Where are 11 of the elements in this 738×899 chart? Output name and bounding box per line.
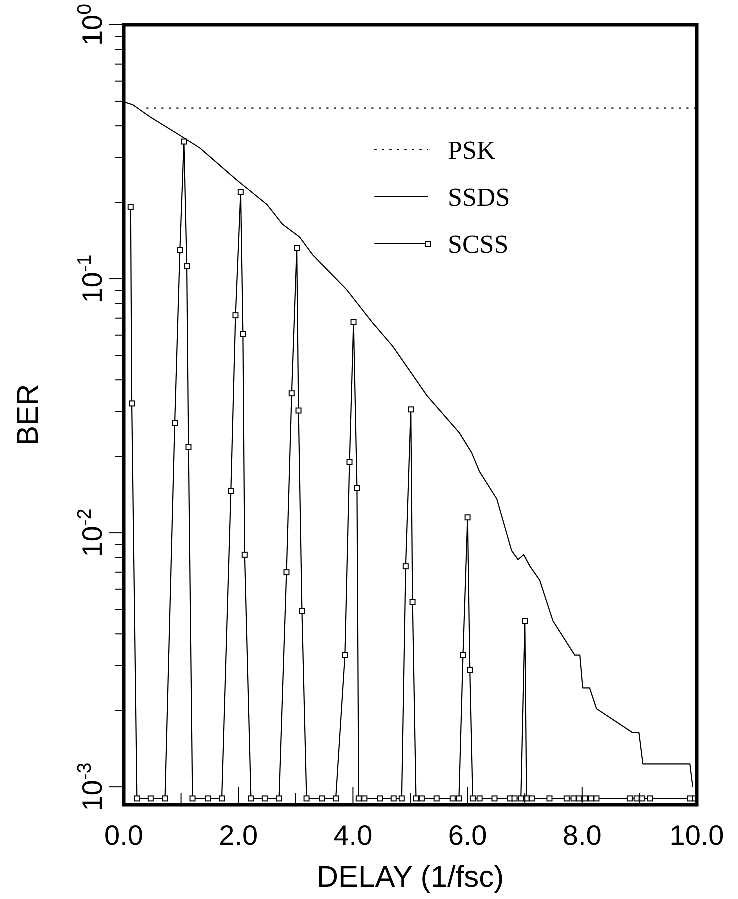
x-tick-label: 8.0 xyxy=(562,820,602,851)
legend-label: PSK xyxy=(448,136,496,165)
x-axis-title: DELAY (1/fsc) xyxy=(316,861,504,894)
x-tick-label: 10.0 xyxy=(670,820,724,851)
x-tick-label: 6.0 xyxy=(448,820,488,851)
legend-label: SCSS xyxy=(448,230,509,259)
x-tick-label: 4.0 xyxy=(334,820,373,851)
y-axis-title: BER xyxy=(12,384,45,446)
legend-label: SSDS xyxy=(448,183,510,212)
x-tick-label: 2.0 xyxy=(219,820,258,851)
x-tick-label: 0.0 xyxy=(104,820,144,851)
